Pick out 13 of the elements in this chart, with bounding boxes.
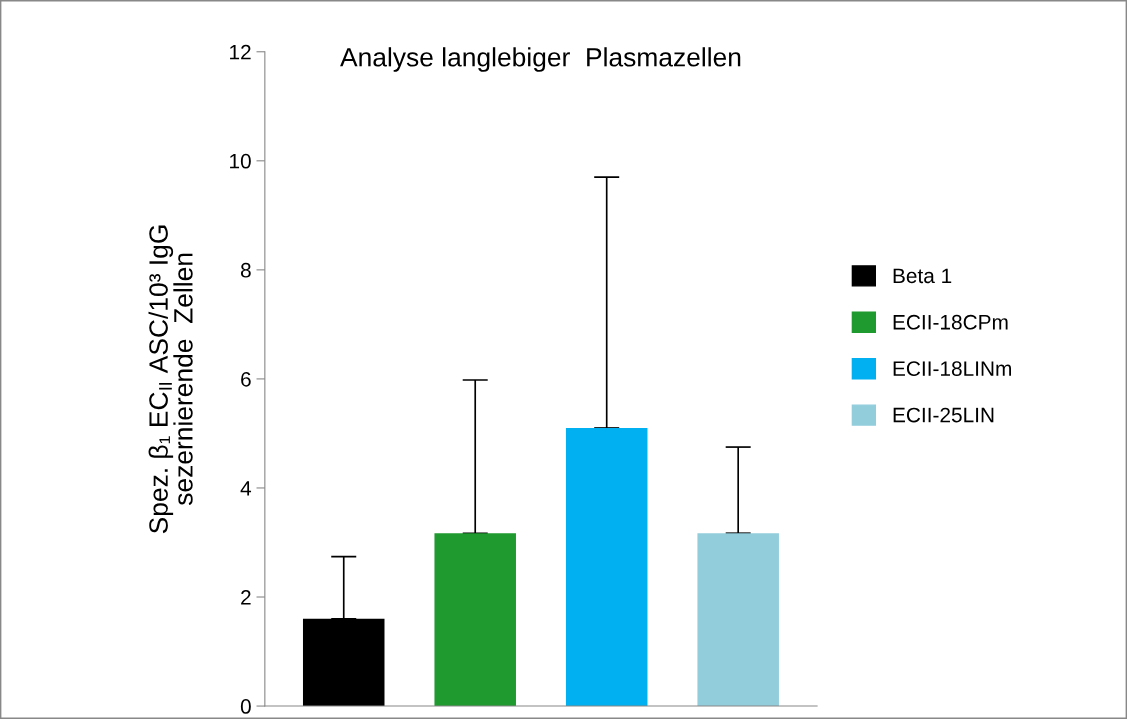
y-tick-label: 12 bbox=[230, 44, 251, 60]
y-tick-label: 4 bbox=[240, 481, 252, 496]
chart-title: Analyse langlebiger Plasmazellen bbox=[340, 47, 741, 72]
y-tick-label: 10 bbox=[230, 153, 251, 169]
y-tick-label: 8 bbox=[240, 262, 251, 278]
legend-label: ECII-25LIN bbox=[893, 407, 994, 423]
y-tick-label: 0 bbox=[240, 699, 251, 714]
y-tick-label: 2 bbox=[241, 590, 251, 605]
legend-label: ECII-18LINm bbox=[893, 361, 1011, 376]
y-tick-label: 6 bbox=[241, 371, 251, 387]
legend-label: ECII-18CPm bbox=[893, 314, 1008, 330]
legend-label: Beta 1 bbox=[893, 268, 952, 284]
y-axis-title: Spez. β₁ EC$_{II}$ ASC/10³ IgG sezernierende Zellen bbox=[148, 225, 193, 534]
